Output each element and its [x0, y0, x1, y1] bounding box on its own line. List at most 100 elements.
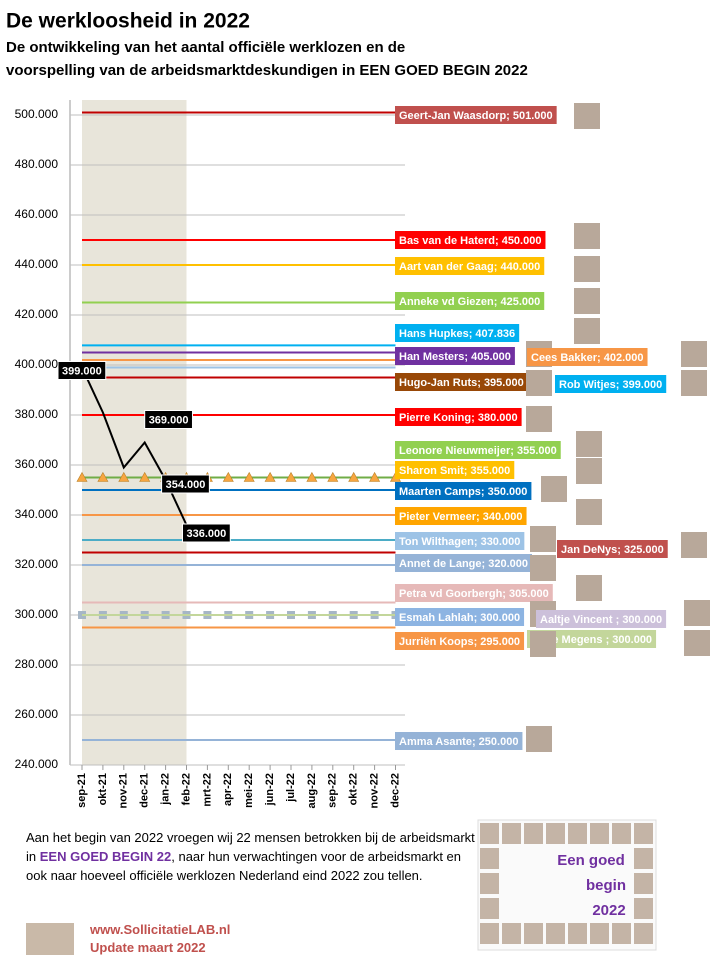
x-tick-label: sep-22: [327, 773, 339, 808]
y-tick-label: 440.000: [15, 257, 59, 271]
forecast-label: Hans Hupkes; 407.836: [399, 328, 515, 340]
photo: [576, 575, 602, 601]
photo: [684, 600, 710, 626]
badge-photo: [612, 923, 631, 944]
forecast-label-box: [395, 347, 515, 365]
forecast-label-box: [557, 540, 668, 558]
forecast-label: Geert-Jan Waasdorp; 501.000: [399, 110, 553, 122]
badge-photo: [480, 823, 499, 844]
forecast-label: Maarten Camps; 350.000: [399, 486, 527, 498]
y-tick-label: 300.000: [15, 607, 59, 621]
photo: [576, 499, 602, 525]
badge-photo: [612, 823, 631, 844]
y-tick-label: 340.000: [15, 507, 59, 521]
chart-title: De werkloosheid in 2022: [6, 10, 250, 33]
x-tick-label: sep-21: [76, 773, 88, 808]
photo: [574, 223, 600, 249]
badge-photo: [480, 898, 499, 919]
x-tick-label: apr-22: [222, 773, 234, 806]
x-tick-label: nov-21: [118, 773, 130, 808]
photo: [681, 341, 707, 367]
forecast-label: Rob Witjes; 399.000: [559, 379, 662, 391]
forecast-label-box: [395, 732, 523, 750]
forecast-label: Anne Megens ; 300.000: [531, 634, 652, 646]
forecast-label-box: [395, 554, 532, 572]
forecast-marker: [348, 471, 360, 482]
forecast-label-box: [395, 292, 545, 310]
photo: [576, 458, 602, 484]
chart-subtitle: De ontwikkeling van het aantal officiële…: [6, 39, 405, 56]
y-tick-label: 240.000: [15, 757, 59, 771]
x-tick-label: dec-22: [389, 773, 401, 808]
actual-label-box: [161, 474, 210, 494]
forecast-marker: [222, 471, 234, 482]
y-tick-label: 380.000: [15, 407, 59, 421]
forecast-label-box: [395, 507, 527, 525]
y-tick-label: 360.000: [15, 457, 59, 471]
photo: [574, 288, 600, 314]
forecast-label-box: [395, 608, 525, 626]
forecast-label: Ton Wilthagen; 330.000: [399, 536, 520, 548]
forecast-label-box: [395, 324, 520, 342]
forecast-label-box: [555, 375, 667, 393]
intro-part: , naar hun verwachtingen voor de arbeids…: [26, 849, 462, 883]
photo: [681, 370, 707, 396]
x-tick-label: jan-22: [160, 773, 172, 806]
forecast-label-box: [395, 408, 522, 426]
forecast-marker: [285, 471, 297, 482]
forecast-label-box: [395, 106, 557, 124]
y-tick-label: 280.000: [15, 657, 59, 671]
photo: [541, 476, 567, 502]
forecast-marker: [306, 471, 318, 482]
badge-photo: [546, 823, 565, 844]
forecast-marker: [369, 471, 381, 482]
forecast-label-box: [395, 373, 528, 391]
forecast-label: Petra vd Goorbergh; 305.000: [399, 588, 549, 600]
photo: [574, 256, 600, 282]
y-tick-label: 420.000: [15, 307, 59, 321]
forecast-label-box: [395, 461, 515, 479]
actual-label: 399.000: [62, 365, 102, 377]
badge-photo: [634, 923, 653, 944]
forecast-marker: [243, 471, 255, 482]
actual-label-box: [57, 361, 107, 380]
actual-period: [82, 100, 187, 765]
photo: [530, 555, 556, 581]
x-tick-label: mei-22: [243, 773, 255, 808]
x-tick-label: dec-21: [139, 773, 151, 808]
badge-photo: [568, 823, 587, 844]
badge-photo: [502, 923, 521, 944]
forecast-label-box: [395, 441, 561, 459]
forecast-label: Leonore Nieuwmeijer; 355.000: [399, 445, 557, 457]
photo: [526, 370, 552, 396]
actual-label: 354.000: [166, 479, 206, 491]
forecast-label: Annet de Lange; 320.000: [399, 558, 528, 570]
forecast-marker: [139, 471, 151, 482]
forecast-label: Pierre Koning; 380.000: [399, 412, 518, 424]
forecast-label-box: [527, 348, 648, 366]
intro-text: Aan het begin van 2022 vroegen wij 22 me…: [26, 828, 476, 885]
x-tick-label: okt-21: [97, 773, 109, 805]
x-tick-label: jun-22: [264, 773, 276, 806]
forecast-label: Amma Asante; 250.000: [399, 736, 518, 748]
forecast-label: Esmah Lahlah; 300.000: [399, 612, 520, 624]
x-tick-label: feb-22: [180, 773, 192, 805]
actual-label-box: [182, 523, 231, 543]
x-tick-label: mrt-22: [201, 773, 213, 807]
photo: [530, 526, 556, 552]
y-tick-label: 480.000: [15, 157, 59, 171]
forecast-label-box: [395, 632, 525, 650]
forecast-label-box: [536, 610, 667, 628]
forecast-label: Jurriën Koops; 295.000: [399, 636, 520, 648]
x-tick-label: aug-22: [306, 773, 318, 808]
y-tick-label: 460.000: [15, 207, 59, 221]
forecast-label-box: [395, 231, 546, 249]
photo: [681, 532, 707, 558]
forecast-label: Bas van de Haterd; 450.000: [399, 235, 541, 247]
forecast-label: Pieter Vermeer; 340.000: [399, 511, 523, 523]
actual-label: 369.000: [149, 414, 189, 426]
badge-photo: [590, 823, 609, 844]
photo: [574, 318, 600, 344]
badge: Een goed begin 2022: [477, 819, 657, 951]
